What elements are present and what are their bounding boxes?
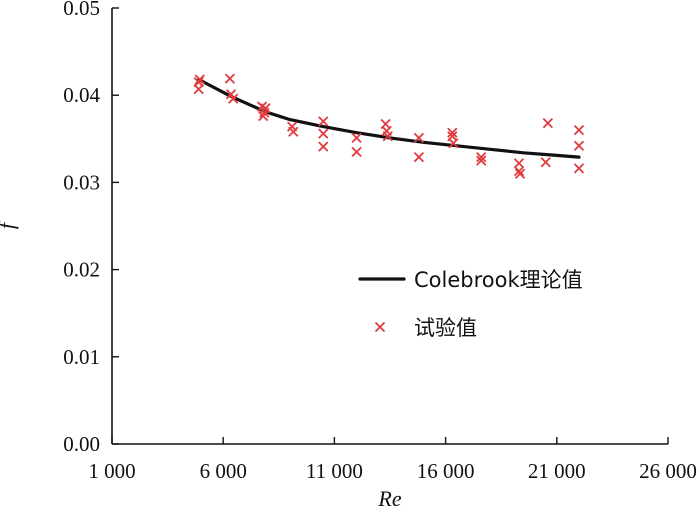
- y-tick-label: 0.03: [63, 170, 100, 194]
- experiment-point: [258, 110, 269, 122]
- x-tick-label: 6 000: [200, 459, 247, 483]
- x-tick-label: 1 000: [88, 459, 135, 483]
- y-axis-title: f: [0, 220, 19, 229]
- experiment-point: [513, 165, 525, 177]
- experiment-point: [351, 132, 362, 144]
- y-tick-label: 0.04: [63, 83, 100, 107]
- y-tick-label: 0.00: [63, 432, 100, 456]
- experiment-point: [476, 155, 487, 166]
- experiment-point: [318, 128, 329, 139]
- experiment-point: [413, 151, 425, 163]
- experiment-point: [448, 138, 459, 149]
- x-tick-label: 21 000: [528, 459, 586, 483]
- experiment-point: [514, 168, 526, 179]
- experiment-point: [382, 131, 393, 142]
- legend-marker-swatch: [374, 321, 386, 333]
- experiment-point: [573, 140, 585, 151]
- legend: Colebrook理论值 试验值: [358, 268, 583, 340]
- experiment-point: [228, 93, 239, 104]
- experiment-point: [318, 116, 329, 127]
- experiment-point: [318, 141, 329, 152]
- experiment-point: [259, 107, 270, 118]
- axes: [111, 8, 668, 445]
- experiment-point: [351, 146, 362, 158]
- ticks: [111, 7, 669, 445]
- x-tick-label: 26 000: [639, 459, 697, 483]
- experiment-point: [447, 127, 458, 138]
- experiment-point: [476, 151, 487, 163]
- y-tick-label: 0.02: [63, 258, 100, 282]
- theory-curve: [197, 77, 581, 159]
- experiment-point: [224, 73, 236, 84]
- experiment-point: [540, 157, 551, 168]
- experiment-point: [193, 83, 204, 95]
- x-axis-title: Re: [377, 486, 401, 511]
- y-tick-label: 0.05: [63, 0, 100, 20]
- legend-label-theory: Colebrook理论值: [414, 268, 583, 292]
- legend-label-experiment: 试验值: [414, 316, 477, 340]
- y-tick-label: 0.01: [63, 345, 100, 369]
- x-tick-label: 11 000: [306, 459, 363, 483]
- experiment-point: [573, 163, 585, 174]
- experiment-point: [542, 117, 554, 129]
- experiment-point: [194, 74, 205, 85]
- experiment-point: [573, 124, 585, 136]
- experiment-point: [288, 126, 299, 137]
- series-layer: [193, 73, 585, 179]
- experiment-point: [413, 132, 425, 144]
- x-tick-label: 16 000: [417, 459, 475, 483]
- experiment-point: [513, 158, 525, 169]
- tick-labels: 1 000 6 000 11 000 16 000 21 000 26 000 0.00 0.…: [63, 0, 697, 483]
